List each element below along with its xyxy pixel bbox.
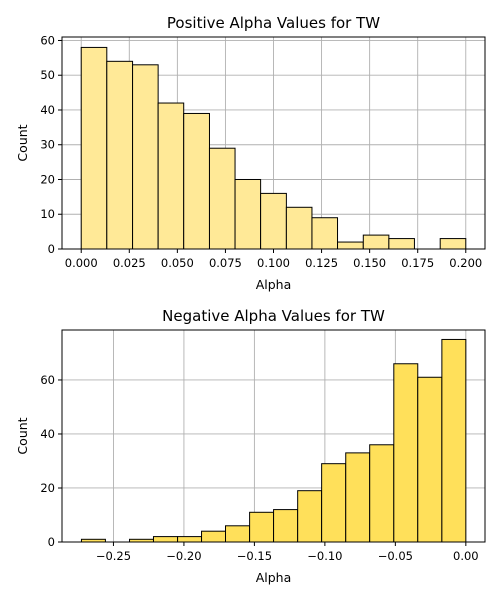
x-tick-label: 0.150	[353, 256, 386, 270]
y-tick-label: 50	[40, 68, 55, 82]
histogram-bar	[417, 376, 443, 543]
y-tick-label: 0	[48, 242, 55, 256]
histogram-bar	[260, 192, 287, 250]
y-tick-label: 20	[40, 481, 55, 495]
chart-title: Positive Alpha Values for TW	[167, 14, 380, 32]
y-tick-label: 10	[40, 207, 55, 221]
x-tick-label: 0.025	[113, 256, 146, 270]
x-tick-label: −0.20	[166, 549, 201, 563]
histogram-bar	[80, 46, 108, 250]
histogram-bar	[249, 511, 275, 543]
histogram-bar	[132, 64, 159, 250]
y-tick-label: 0	[48, 535, 55, 549]
histogram-bar	[106, 60, 134, 250]
histogram-bar	[337, 241, 364, 250]
histogram-bar	[441, 338, 467, 543]
histogram-bar	[388, 238, 415, 250]
histogram-bar	[311, 217, 339, 250]
negative-alpha-histogram: −0.25 −0.20 −0.15 −0.10 −0.05 0.00 0 20 40 60 Nega…	[15, 307, 486, 585]
y-tick-label: 60	[40, 373, 55, 387]
x-tick-label: 0.000	[65, 256, 98, 270]
x-tick-label: −0.10	[307, 549, 342, 563]
y-tick-label: 20	[40, 172, 55, 186]
x-tick-label: −0.05	[378, 549, 413, 563]
x-axis-label: Alpha	[256, 277, 292, 292]
histogram-bar	[201, 530, 227, 543]
x-tick-label: −0.25	[96, 549, 131, 563]
x-tick-label: 0.00	[453, 549, 479, 563]
chart-title: Negative Alpha Values for TW	[162, 307, 385, 325]
x-tick-label: −0.15	[237, 549, 272, 563]
histogram-bar	[225, 525, 251, 543]
x-tick-label: 0.125	[305, 256, 338, 270]
histogram-bar	[208, 147, 236, 250]
y-tick-label: 40	[40, 427, 55, 441]
histogram-bar	[362, 234, 390, 250]
y-tick-label: 60	[40, 33, 55, 47]
histogram-bar	[369, 444, 395, 543]
histogram-bar	[273, 509, 299, 543]
y-axis-label: Count	[15, 124, 30, 161]
x-tick-label: 0.200	[449, 256, 482, 270]
histogram-bar	[177, 536, 203, 543]
histogram-bar	[285, 206, 313, 250]
x-tick-label: 0.075	[209, 256, 242, 270]
histogram-bar	[439, 238, 467, 250]
x-axis-label: Alpha	[256, 570, 292, 585]
y-axis-label: Count	[15, 417, 30, 454]
histogram-bar	[157, 102, 185, 250]
axes-frame	[61, 329, 486, 543]
x-tick-label: 0.050	[161, 256, 194, 270]
histogram-bar	[321, 463, 347, 543]
histogram-bar	[234, 178, 262, 250]
y-tick-label: 40	[40, 103, 55, 117]
histogram-bar	[152, 536, 179, 543]
positive-alpha-histogram: 0.000 0.025 0.050 0.075 0.100 0.125 0.150 0.175…	[15, 14, 486, 292]
histogram-bar	[297, 490, 323, 543]
x-tick-label: 0.100	[257, 256, 290, 270]
y-tick-label: 30	[40, 138, 55, 152]
x-tick-label: 0.175	[401, 256, 434, 270]
histogram-bar	[183, 112, 210, 250]
histogram-bar	[393, 363, 419, 543]
histogram-bar	[345, 452, 371, 543]
